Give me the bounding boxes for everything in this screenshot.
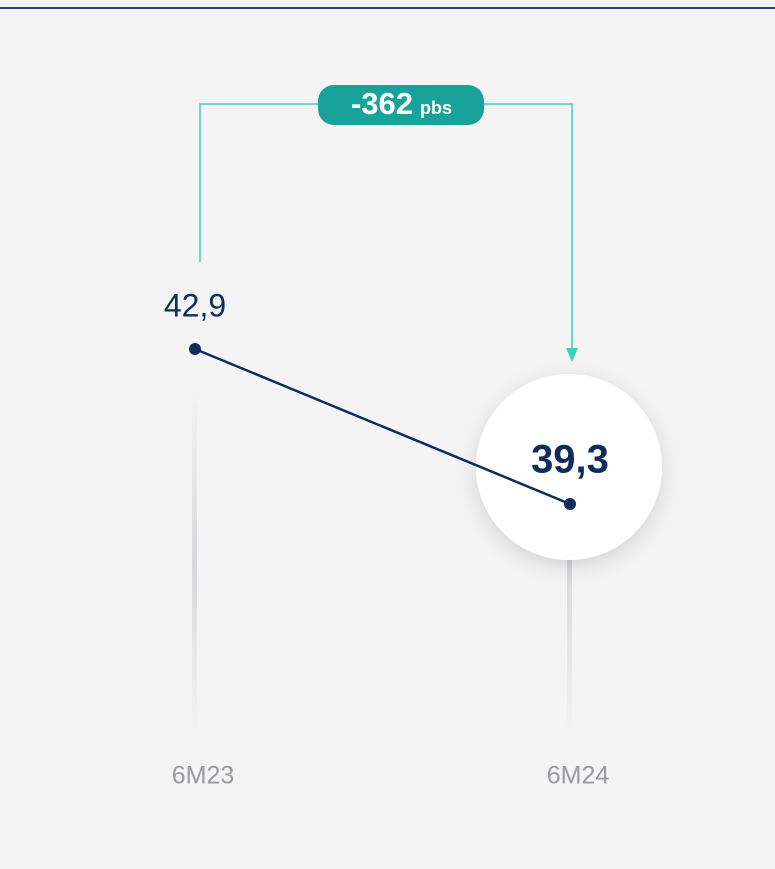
change-pill xyxy=(318,85,484,125)
guide-line xyxy=(192,385,197,740)
change-unit: pbs xyxy=(420,98,452,118)
bracket xyxy=(199,103,573,350)
arrow-head xyxy=(566,348,578,362)
point xyxy=(564,498,576,510)
line xyxy=(194,347,571,506)
x-tick-label: 6M24 xyxy=(547,762,610,790)
highlight-circle xyxy=(476,374,662,560)
guide-line xyxy=(567,385,572,740)
x-tick-label: 6M23 xyxy=(172,762,235,790)
value-label: 42,9 xyxy=(164,287,226,323)
value-label: 39,3 xyxy=(531,438,609,482)
change-value: -362 xyxy=(351,86,413,121)
point xyxy=(189,343,201,355)
plot: 6M23 42,9 6M24 39,3 xyxy=(164,287,610,789)
